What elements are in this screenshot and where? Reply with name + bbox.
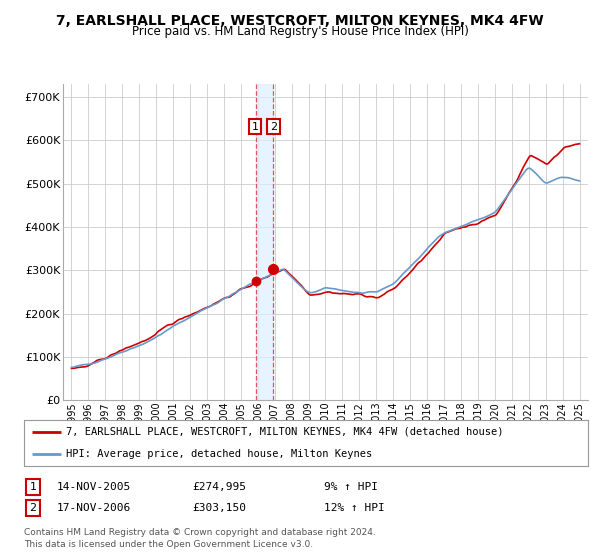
Text: 14-NOV-2005: 14-NOV-2005 [57, 482, 131, 492]
Text: 2: 2 [29, 503, 37, 513]
Text: £274,995: £274,995 [192, 482, 246, 492]
Bar [256, 84, 272, 400]
Text: 17-NOV-2006: 17-NOV-2006 [57, 503, 131, 513]
Text: £303,150: £303,150 [192, 503, 246, 513]
Text: 9% ↑ HPI: 9% ↑ HPI [324, 482, 378, 492]
Text: 1: 1 [29, 482, 37, 492]
Text: 2: 2 [270, 122, 277, 132]
Text: 7, EARLSHALL PLACE, WESTCROFT, MILTON KEYNES, MK4 4FW: 7, EARLSHALL PLACE, WESTCROFT, MILTON KE… [56, 14, 544, 28]
Text: Price paid vs. HM Land Registry's House Price Index (HPI): Price paid vs. HM Land Registry's House … [131, 25, 469, 38]
Text: 1: 1 [251, 122, 259, 132]
Text: HPI: Average price, detached house, Milton Keynes: HPI: Average price, detached house, Milt… [66, 449, 373, 459]
Text: 12% ↑ HPI: 12% ↑ HPI [324, 503, 385, 513]
Text: 7, EARLSHALL PLACE, WESTCROFT, MILTON KEYNES, MK4 4FW (detached house): 7, EARLSHALL PLACE, WESTCROFT, MILTON KE… [66, 427, 504, 437]
Text: Contains HM Land Registry data © Crown copyright and database right 2024.
This d: Contains HM Land Registry data © Crown c… [24, 528, 376, 549]
